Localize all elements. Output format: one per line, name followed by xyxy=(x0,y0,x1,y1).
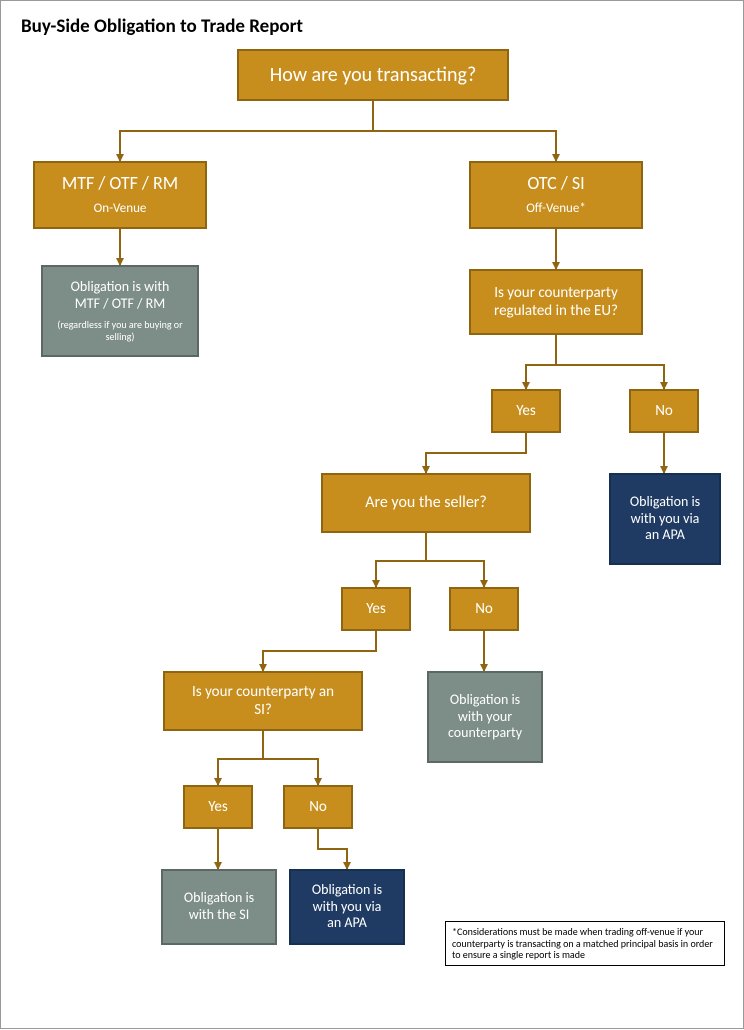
node-label: Is your counterparty anSI? xyxy=(192,683,334,719)
node-label: Are you the seller? xyxy=(365,493,487,512)
page-title: Buy-Side Obligation to Trade Report xyxy=(21,15,303,38)
node-obl_apa1: Obligation iswith you viaan APA xyxy=(609,473,721,565)
node-q_eu: Is your counterpartyregulated in the EU? xyxy=(469,269,643,335)
connector-root-offvenue xyxy=(373,101,556,161)
node-label: Yes xyxy=(366,600,386,618)
node-si_yes: Yes xyxy=(183,785,253,829)
node-eu_yes: Yes xyxy=(491,389,561,433)
node-sublabel: (regardless if you are buying or selling… xyxy=(49,319,191,343)
node-obl_cpty: Obligation iswith yourcounterparty xyxy=(427,671,543,763)
node-label: Obligation iswith yourcounterparty xyxy=(448,692,522,742)
footnote: *Considerations must be made when tradin… xyxy=(445,921,725,966)
connector-sell_yes-q_si xyxy=(263,631,376,671)
node-eu_no: No xyxy=(629,389,699,433)
node-label: MTF / OTF / RM xyxy=(62,173,178,195)
node-label: Obligation iswith you viaan APA xyxy=(312,882,382,932)
node-label: No xyxy=(655,402,673,420)
connector-q_seller-sell_yes xyxy=(376,533,426,587)
node-si_no: No xyxy=(283,785,353,829)
node-label: No xyxy=(309,798,327,816)
connector-q_seller-sell_no xyxy=(426,533,484,587)
node-label: Is your counterpartyregulated in the EU? xyxy=(494,284,618,320)
node-sell_no: No xyxy=(449,587,519,631)
node-label: How are you transacting? xyxy=(270,63,476,87)
connector-q_eu-eu_yes xyxy=(526,335,556,389)
connector-q_si-si_yes xyxy=(218,731,263,785)
node-label: OTC / SI xyxy=(527,173,584,195)
connector-q_eu-eu_no xyxy=(556,335,664,389)
node-root: How are you transacting? xyxy=(237,49,509,101)
node-onvenue: MTF / OTF / RM On-Venue xyxy=(33,161,207,229)
node-obl_mtf: Obligation is withMTF / OTF / RM (regardl… xyxy=(41,265,199,357)
node-sublabel: Off-Venue* xyxy=(526,201,586,217)
node-q_si: Is your counterparty anSI? xyxy=(163,671,363,731)
node-label: No xyxy=(475,600,493,618)
connector-root-onvenue xyxy=(120,101,373,161)
node-offvenue: OTC / SI Off-Venue* xyxy=(469,161,643,229)
node-label: Obligation is withMTF / OTF / RM xyxy=(71,279,170,313)
connector-eu_yes-q_seller xyxy=(426,433,526,473)
node-obl_si: Obligation iswith the SI xyxy=(161,869,277,945)
connector-si_no-obl_apa2 xyxy=(318,829,347,869)
node-obl_apa2: Obligation iswith you viaan APA xyxy=(289,869,405,945)
node-q_seller: Are you the seller? xyxy=(321,473,531,533)
node-sublabel: On-Venue xyxy=(94,201,147,217)
node-label: Obligation iswith you viaan APA xyxy=(630,494,700,544)
node-sell_yes: Yes xyxy=(341,587,411,631)
node-label: Yes xyxy=(516,402,536,420)
node-label: Obligation iswith the SI xyxy=(184,890,254,924)
connector-q_si-si_no xyxy=(263,731,318,785)
node-label: Yes xyxy=(208,798,228,816)
